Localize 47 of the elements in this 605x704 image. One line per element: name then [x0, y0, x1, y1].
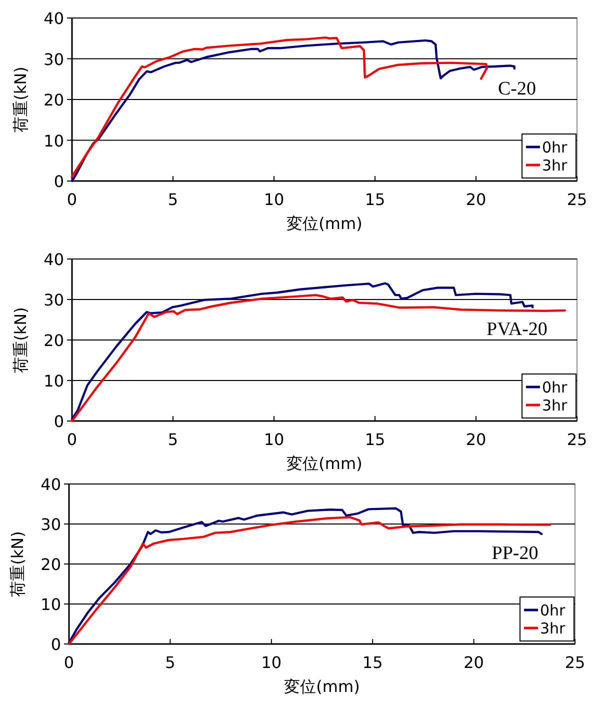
x-tick-label: 10: [261, 653, 282, 672]
legend-label: 0hr: [542, 138, 568, 156]
x-tick-label: 0: [66, 190, 78, 209]
x-tick-label: 15: [362, 653, 383, 672]
y-axis-title: 荷重(kN): [11, 66, 30, 132]
x-axis-title: 変位(mm): [286, 454, 362, 473]
y-tick-label: 10: [44, 372, 64, 390]
x-tick-label: 20: [466, 430, 486, 449]
y-tick-label: 30: [40, 515, 61, 534]
y-tick-label: 40: [44, 9, 64, 28]
legend-label: 3hr: [542, 156, 568, 174]
y-tick-label: 30: [44, 290, 64, 310]
y-tick-label: 40: [40, 475, 61, 494]
x-tick-label: 15: [364, 190, 386, 209]
x-tick-label: 5: [168, 190, 178, 209]
x-axis-title: 変位(mm): [286, 214, 362, 233]
y-tick-label: 0: [54, 172, 64, 191]
x-tick-label: 10: [264, 190, 284, 209]
y-tick-label: 20: [40, 555, 61, 574]
x-tick-label: 25: [566, 430, 588, 449]
x-tick-label: 20: [466, 190, 486, 209]
x-tick-label: 25: [566, 190, 588, 209]
y-tick-label: 10: [40, 595, 61, 614]
legend-label: 3hr: [540, 620, 566, 638]
y-axis-title: 荷重(kN): [8, 531, 27, 597]
annotation: C-20: [498, 78, 536, 100]
y-tick-label: 0: [54, 412, 64, 431]
annotation: PP-20: [492, 543, 538, 564]
x-tick-label: 5: [165, 653, 176, 672]
x-tick-label: 10: [264, 430, 284, 449]
legend-label: 3hr: [542, 396, 568, 414]
y-tick-label: 20: [44, 331, 64, 350]
x-axis-title: 変位(mm): [284, 677, 360, 696]
y-tick-label: 30: [44, 50, 64, 69]
legend-label: 0hr: [542, 378, 568, 396]
x-tick-label: 5: [168, 430, 178, 449]
y-tick-label: 40: [44, 250, 64, 269]
y-axis-title: 荷重(kN): [11, 307, 30, 373]
x-tick-label: 15: [364, 430, 386, 449]
y-tick-label: 20: [44, 90, 64, 110]
x-tick-label: 20: [464, 653, 484, 672]
x-tick-label: 25: [564, 653, 586, 672]
x-tick-label: 0: [66, 430, 78, 449]
annotation: PVA-20: [486, 319, 548, 340]
y-tick-label: 0: [50, 635, 61, 654]
y-tick-label: 10: [44, 131, 64, 150]
legend-label: 0hr: [540, 602, 566, 620]
